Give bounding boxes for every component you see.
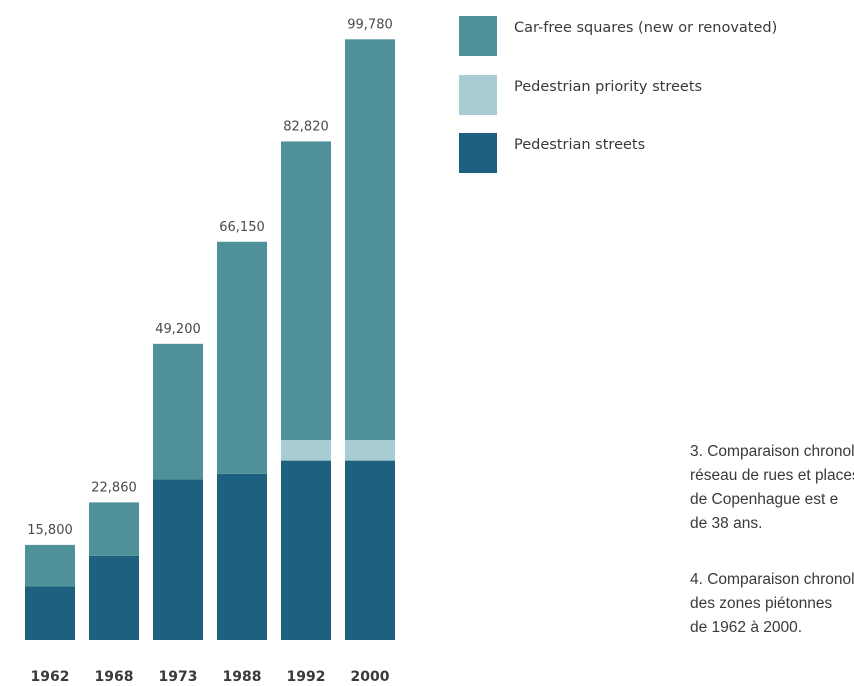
caption-line: de 38 ans. [690, 515, 763, 532]
legend-swatch-0 [459, 16, 497, 56]
caption-line: 4. Comparaison chronologique [690, 571, 854, 588]
x-tick-label-1973: 1973 [159, 669, 198, 685]
bar-segment-1992-pedestrian-priority-streets [281, 440, 331, 461]
bar-segment-1988-pedestrian-streets [217, 473, 267, 640]
figure-caption-3: 3. Comparaison chronologique réseau de r… [690, 440, 854, 536]
legend-label-1: Pedestrian priority streets [514, 79, 702, 95]
bar-segment-2000-pedestrian-streets [345, 460, 395, 640]
bar-segment-1962-car-free-squares-new-or-renovated [25, 544, 75, 587]
figure-caption-4: 4. Comparaison chronologique des zones p… [690, 568, 854, 640]
bar-segment-1968-car-free-squares-new-or-renovated [89, 502, 139, 556]
bar-segment-1992-pedestrian-streets [281, 460, 331, 640]
x-tick-label-2000: 2000 [351, 669, 390, 685]
bar-total-label-1973: 49,200 [155, 322, 201, 337]
x-tick-label-1992: 1992 [287, 669, 326, 685]
legend-label-0: Car-free squares (new or renovated) [514, 20, 777, 36]
legend: Car-free squares (new or renovated) Pedes… [459, 16, 777, 173]
bar-segment-2000-car-free-squares-new-or-renovated [345, 39, 395, 441]
caption-line: 3. Comparaison chronologique [690, 443, 854, 460]
x-tick-label-1968: 1968 [95, 669, 134, 685]
total-labels-layer: 15,800 22,860 49,200 66,150 82,820 99,780 [27, 17, 393, 538]
legend-label-2: Pedestrian streets [514, 137, 645, 153]
legend-swatch-1 [459, 75, 497, 115]
bar-segment-2000-pedestrian-priority-streets [345, 440, 395, 461]
bars-layer [25, 39, 395, 640]
bar-total-label-1962: 15,800 [27, 523, 73, 538]
bar-total-label-2000: 99,780 [347, 17, 393, 32]
x-tick-label-1962: 1962 [31, 669, 70, 685]
x-axis-tick-labels: 1962 1968 1973 1988 1992 2000 [31, 669, 390, 685]
x-tick-label-1988: 1988 [223, 669, 262, 685]
bar-total-label-1968: 22,860 [91, 480, 137, 495]
bar-segment-1973-pedestrian-streets [153, 479, 203, 640]
caption-line: des zones piétonnes [690, 595, 833, 612]
bar-total-label-1988: 66,150 [219, 220, 265, 235]
bar-segment-1973-car-free-squares-new-or-renovated [153, 343, 203, 480]
caption-line: de Copenhague est e [690, 491, 839, 508]
bar-segment-1962-pedestrian-streets [25, 586, 75, 640]
bar-segment-1968-pedestrian-streets [89, 555, 139, 640]
caption-line: de 1962 à 2000. [690, 619, 803, 636]
caption-line: réseau de rues et places [690, 467, 854, 484]
bar-total-label-1992: 82,820 [283, 119, 329, 134]
legend-swatch-2 [459, 133, 497, 173]
bar-segment-1992-car-free-squares-new-or-renovated [281, 141, 331, 441]
bar-segment-1988-car-free-squares-new-or-renovated [217, 241, 267, 474]
